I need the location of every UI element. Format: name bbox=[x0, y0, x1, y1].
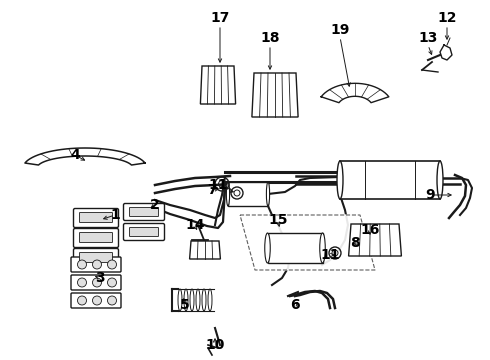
Ellipse shape bbox=[226, 182, 230, 206]
Ellipse shape bbox=[190, 289, 194, 311]
Circle shape bbox=[107, 296, 117, 305]
Text: 7: 7 bbox=[207, 183, 217, 197]
Circle shape bbox=[77, 296, 87, 305]
Ellipse shape bbox=[178, 289, 182, 311]
Ellipse shape bbox=[437, 161, 443, 199]
FancyBboxPatch shape bbox=[71, 257, 121, 272]
Text: 11: 11 bbox=[320, 248, 340, 262]
FancyBboxPatch shape bbox=[71, 293, 121, 308]
Text: 3: 3 bbox=[95, 271, 105, 285]
Text: 4: 4 bbox=[70, 148, 80, 162]
Text: 13: 13 bbox=[418, 31, 438, 45]
FancyBboxPatch shape bbox=[71, 275, 121, 290]
FancyBboxPatch shape bbox=[129, 207, 158, 216]
Text: 12: 12 bbox=[437, 11, 457, 25]
Text: 18: 18 bbox=[260, 31, 280, 45]
Text: 8: 8 bbox=[350, 236, 360, 250]
Ellipse shape bbox=[184, 289, 188, 311]
Ellipse shape bbox=[196, 289, 200, 311]
FancyBboxPatch shape bbox=[79, 212, 113, 222]
Circle shape bbox=[93, 260, 101, 269]
Text: 1: 1 bbox=[110, 208, 120, 222]
Circle shape bbox=[107, 260, 117, 269]
FancyBboxPatch shape bbox=[74, 208, 119, 228]
Polygon shape bbox=[440, 45, 452, 60]
Circle shape bbox=[77, 260, 87, 269]
Text: 9: 9 bbox=[425, 188, 435, 202]
Text: 5: 5 bbox=[180, 298, 190, 312]
Polygon shape bbox=[190, 241, 220, 259]
Text: 14: 14 bbox=[185, 218, 205, 232]
FancyBboxPatch shape bbox=[123, 203, 165, 220]
Ellipse shape bbox=[337, 161, 343, 199]
Bar bbox=[268, 233, 322, 263]
Ellipse shape bbox=[267, 182, 270, 206]
Ellipse shape bbox=[202, 289, 206, 311]
FancyBboxPatch shape bbox=[79, 233, 113, 243]
Polygon shape bbox=[25, 148, 145, 165]
Bar bbox=[340, 161, 440, 199]
Text: 15: 15 bbox=[268, 213, 288, 227]
FancyBboxPatch shape bbox=[79, 252, 113, 262]
Ellipse shape bbox=[265, 233, 270, 263]
FancyBboxPatch shape bbox=[129, 228, 158, 237]
Circle shape bbox=[77, 278, 87, 287]
Circle shape bbox=[93, 278, 101, 287]
Polygon shape bbox=[200, 66, 236, 104]
Text: 10: 10 bbox=[205, 338, 225, 352]
FancyBboxPatch shape bbox=[123, 224, 165, 240]
Circle shape bbox=[107, 278, 117, 287]
Text: 19: 19 bbox=[330, 23, 350, 37]
Bar bbox=[228, 182, 268, 206]
Text: 16: 16 bbox=[360, 223, 380, 237]
FancyBboxPatch shape bbox=[74, 248, 119, 267]
Text: 17: 17 bbox=[210, 11, 230, 25]
Text: 11: 11 bbox=[208, 178, 228, 192]
Ellipse shape bbox=[320, 233, 325, 263]
Ellipse shape bbox=[208, 289, 212, 311]
Text: 2: 2 bbox=[150, 198, 160, 212]
Polygon shape bbox=[252, 73, 298, 117]
FancyBboxPatch shape bbox=[74, 229, 119, 248]
Text: 6: 6 bbox=[290, 298, 300, 312]
Polygon shape bbox=[321, 83, 389, 103]
Polygon shape bbox=[348, 224, 401, 256]
Polygon shape bbox=[240, 215, 375, 270]
Circle shape bbox=[93, 296, 101, 305]
